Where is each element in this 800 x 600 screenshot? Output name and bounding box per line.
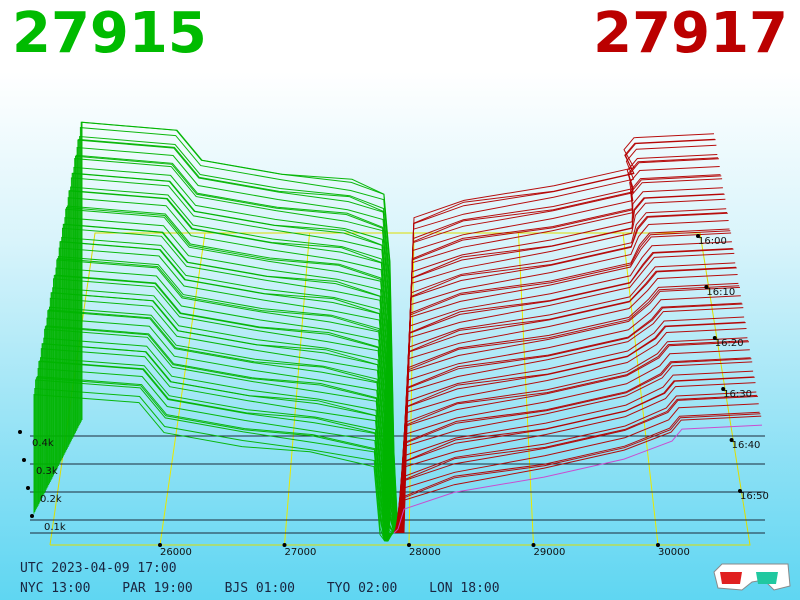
ask-depth-line (400, 212, 728, 534)
bid-depth-line (38, 360, 390, 542)
price-gridline (518, 232, 534, 546)
bid-depth-line (43, 337, 391, 542)
bid-depth-line (62, 223, 395, 534)
price-tick-marker (656, 543, 660, 547)
bid-depth-line (62, 227, 395, 534)
price-tick-label: 30000 (658, 547, 690, 558)
price-tick-label: 29000 (534, 547, 566, 558)
bid-depth-line (45, 325, 391, 542)
ask-depth-line (394, 403, 759, 534)
ask-depth-line (398, 286, 741, 534)
bid-depth-line (63, 223, 395, 534)
ask-depth-line (399, 248, 733, 534)
ask-depth-line (396, 328, 747, 534)
time-tick-marker (712, 336, 717, 340)
ask-depth-line (399, 252, 735, 534)
ask-depth-line (393, 415, 762, 534)
price-tick-label: 28000 (409, 547, 441, 558)
price-tick-label: 27000 (285, 547, 317, 558)
bid-depth-line (64, 217, 395, 534)
volume-tick-marker (18, 430, 22, 434)
bid-depth-line (37, 367, 390, 542)
bid-depth-line (60, 241, 395, 534)
axis-labels: 26000 27000 28000 29000 30000 0.1k 0.2k 0.3k 0.4… (18, 234, 769, 558)
bid-depth-line (49, 306, 392, 542)
time-tick-label: 16:30 (723, 389, 752, 400)
time-tick-marker (721, 387, 726, 391)
clock-lon: LON 18:00 (429, 581, 500, 596)
time-tick-label: 16:10 (706, 287, 735, 298)
time-tick-label: 16:50 (740, 491, 769, 502)
ask-depth-line (397, 316, 745, 534)
bid-depth-line (66, 206, 396, 534)
world-clocks: NYC 13:00 PAR 19:00 BJS 01:00 TYO 02:00 … (20, 581, 524, 596)
time-tick-marker (704, 285, 709, 289)
bid-depth-line (34, 387, 389, 542)
time-tick-marker (729, 438, 734, 442)
3d-glasses-icon[interactable] (712, 560, 792, 594)
price-tick-label: 26000 (160, 547, 192, 558)
volume-tick-label: 0.3k (36, 466, 58, 477)
price-tick-marker (158, 543, 162, 547)
utc-clock: UTC 2023-04-09 17:00 (20, 561, 177, 576)
price-tick-marker (407, 543, 411, 547)
bid-depth-line (57, 258, 394, 540)
ask-depth-line (399, 241, 732, 534)
ask-depth-line (401, 187, 723, 534)
ask-depth-line (403, 144, 717, 534)
bid-depth-line (52, 287, 393, 542)
ask-depth-line (395, 361, 753, 534)
time-tick-marker (738, 489, 742, 493)
bid-price: 27915 (12, 1, 207, 66)
price-gridline (408, 232, 415, 546)
depth-series (33, 121, 763, 542)
ask-depth-line (394, 395, 758, 534)
volume-tick-label: 0.4k (32, 438, 54, 449)
ask-depth-line (395, 376, 755, 534)
ask-depth-line (396, 340, 749, 534)
clock-nyc: NYC 13:00 (20, 581, 91, 596)
bid-depth-line (40, 348, 390, 542)
volume-tick-marker (22, 458, 26, 462)
ask-depth-line (394, 382, 756, 534)
price-tick-marker (531, 543, 536, 547)
ask-depth-line (394, 391, 757, 534)
bid-depth-line (79, 127, 399, 534)
time-tick-label: 16:00 (698, 236, 727, 247)
time-tick-marker (696, 234, 700, 238)
clock-tyo: TYO 02:00 (326, 581, 398, 596)
bid-depth-line (40, 357, 390, 542)
ask-depth-line (400, 230, 731, 534)
clock-par: PAR 19:00 (122, 581, 193, 596)
bid-depth-line (49, 297, 392, 542)
ask-depth-line (393, 413, 761, 534)
ask-depth-line (398, 285, 740, 534)
ask-depth-line (398, 282, 739, 534)
bid-depth-line (44, 326, 391, 542)
bid-depth-line (35, 379, 389, 542)
time-tick-label: 16:40 (732, 440, 761, 451)
clock-bjs: BJS 01:00 (224, 581, 296, 596)
volume-tick-label: 0.2k (40, 494, 62, 505)
time-tick-label: 16:20 (715, 338, 744, 349)
volume-tick-marker (26, 486, 30, 490)
bid-depth-line (70, 186, 397, 534)
price-tick-marker (282, 543, 287, 547)
ask-depth-line (397, 321, 745, 534)
ask-price: 27917 (593, 1, 788, 66)
volume-tick-label: 0.1k (44, 522, 66, 533)
bid-depth-line (33, 394, 389, 541)
ask-depth-line (394, 411, 760, 534)
ask-depth-line (393, 424, 763, 534)
volume-tick-marker (30, 514, 34, 518)
